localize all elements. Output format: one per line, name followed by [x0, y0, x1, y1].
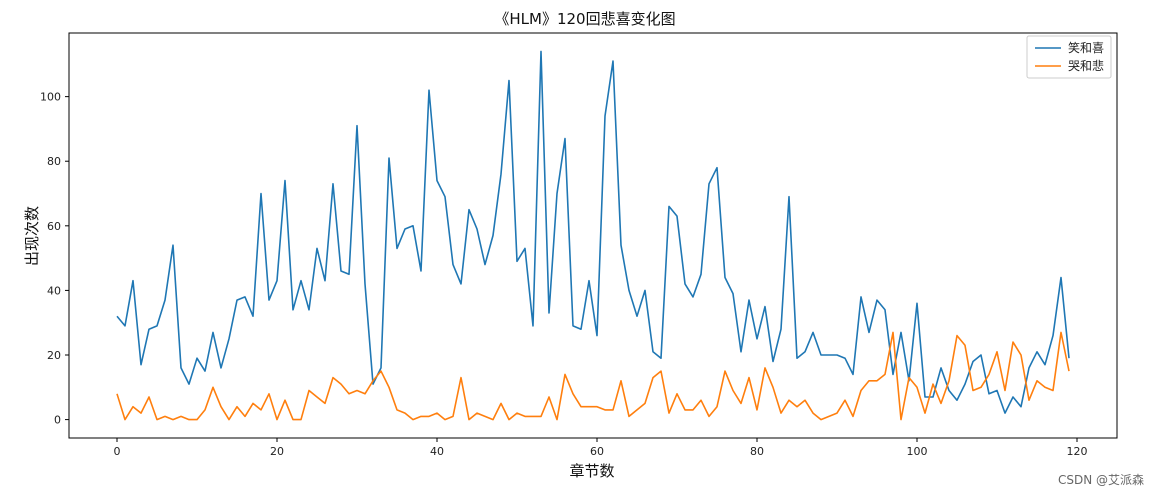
legend-label-series-1: 笑和喜: [1068, 40, 1104, 55]
y-tick-label: 100: [40, 91, 61, 104]
plot-frame: [68, 32, 1118, 439]
series-line-2: [116, 331, 1070, 421]
x-tick-label: 20: [270, 445, 284, 458]
y-tick-label: 60: [47, 220, 61, 233]
y-tick-label: 80: [47, 155, 61, 168]
y-tick-label: 40: [47, 284, 61, 297]
x-tick-label: 0: [114, 445, 121, 458]
watermark: CSDN @艾派森: [1057, 473, 1144, 487]
legend-box: [1026, 35, 1112, 79]
series-line-1: [116, 50, 1070, 414]
ticks-layer: 0 20 40 60 80 100 120 0 20 40 60 80 100: [40, 91, 1088, 458]
legend: 笑和喜 哭和悲: [1026, 35, 1112, 79]
chart-title: 《HLM》120回悲喜变化图: [494, 10, 675, 28]
x-tick-label: 120: [1067, 445, 1088, 458]
x-tick-label: 100: [907, 445, 928, 458]
x-tick-label: 40: [430, 445, 444, 458]
y-axis-label: 出现次数: [23, 206, 41, 266]
legend-label-series-2: 哭和悲: [1068, 58, 1104, 73]
series-lines: [116, 50, 1070, 421]
y-tick-label: 20: [47, 349, 61, 362]
x-tick-label: 80: [750, 445, 764, 458]
y-tick-label: 0: [54, 414, 61, 427]
x-axis-label: 章节数: [569, 462, 614, 480]
x-tick-label: 60: [590, 445, 604, 458]
